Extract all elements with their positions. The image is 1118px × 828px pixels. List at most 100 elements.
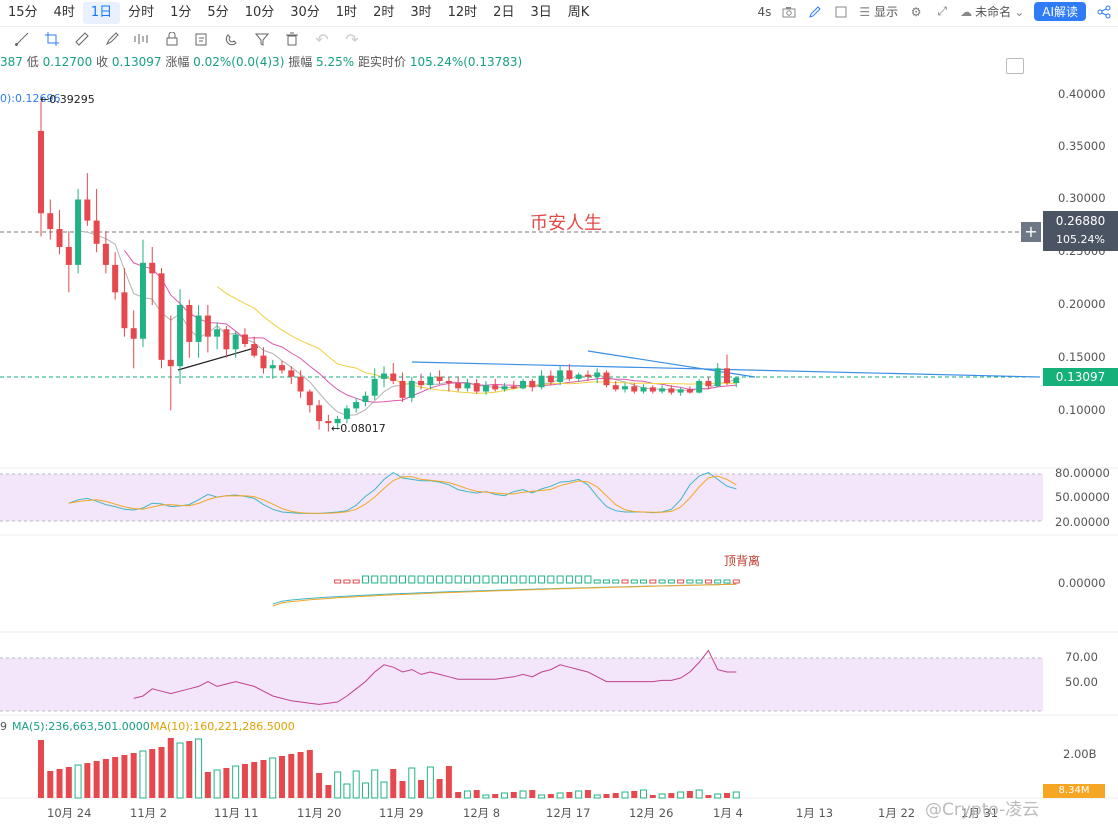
timeframe-7[interactable]: 30分	[290, 5, 320, 20]
timeframe-2[interactable]: 1日	[82, 2, 121, 24]
ruler-icon[interactable]	[74, 31, 90, 47]
crop-tool-icon[interactable]	[44, 31, 60, 47]
candle-body	[334, 418, 341, 424]
low-value: 0.08017	[340, 422, 386, 435]
watermark-text: 币安人生	[530, 213, 602, 234]
volume-bar	[269, 757, 277, 799]
timeframe-1[interactable]: 4时	[53, 5, 75, 20]
volume-bar	[584, 790, 591, 798]
macd-histogram-bar	[371, 575, 379, 584]
candle-body	[696, 380, 703, 393]
macd-histogram-bar	[658, 579, 666, 584]
date-axis-label: 1月 13	[796, 806, 834, 820]
volume-bar	[519, 790, 527, 799]
pattern-tool-icon[interactable]	[134, 31, 150, 47]
macd-histogram-bar	[538, 575, 546, 584]
timeframe-13[interactable]: 3日	[530, 5, 552, 20]
ai-analysis-button[interactable]: AI解读	[1034, 2, 1086, 21]
magnet-icon[interactable]	[224, 31, 240, 47]
candle-body	[47, 213, 54, 230]
last-price-tag: 0.13097	[1043, 368, 1118, 386]
timeframe-toolbar: 15分 4时 1日 分时 1分 5分 10分 30分 1时 2时 3时 12时 2日 3日 周K	[0, 0, 1118, 27]
timeframe-14[interactable]: 周K	[567, 5, 590, 20]
candle-body	[631, 386, 638, 392]
candle-body	[640, 387, 647, 392]
macd-histogram-bar	[565, 575, 573, 584]
close-value: 0.13097	[111, 55, 162, 69]
volume-bar	[390, 769, 397, 798]
candle-body	[612, 385, 619, 390]
macd-histogram-bar	[408, 575, 416, 584]
volume-bar	[93, 761, 100, 798]
volume-bar	[418, 780, 425, 798]
settings-icon[interactable]: ⚙	[910, 4, 922, 19]
macd-histogram-bar	[454, 575, 462, 584]
macd-histogram-bar	[584, 575, 592, 584]
volume-bar	[371, 769, 379, 799]
macd-histogram-bar	[436, 575, 444, 584]
candle-body	[75, 199, 82, 265]
volume-bar	[204, 772, 211, 798]
candle-body	[723, 368, 730, 384]
macd-histogram-bar	[417, 575, 425, 584]
candle-body	[102, 243, 109, 265]
timeframe-11[interactable]: 12时	[447, 5, 478, 20]
distance-value: 105.24%(0.13783)	[409, 55, 523, 69]
timeframe-12[interactable]: 2日	[493, 5, 515, 20]
timeframe-4[interactable]: 1分	[170, 5, 192, 20]
volume-bar	[593, 794, 601, 799]
timeframe-8[interactable]: 1时	[335, 5, 358, 20]
timeframe-5[interactable]: 5分	[207, 5, 229, 20]
layout-menu[interactable]: ☁ 未命名 ⌄	[960, 3, 1024, 20]
volume-bar	[65, 767, 72, 798]
edit-note-icon[interactable]	[194, 31, 210, 47]
redo-icon[interactable]: ↷	[345, 29, 359, 49]
layout-name: 未命名	[975, 5, 1012, 19]
trash-icon[interactable]	[284, 31, 300, 47]
macd-histogram-bar	[677, 579, 685, 584]
refresh-interval[interactable]: 4s	[757, 4, 772, 19]
volume-bar	[232, 765, 240, 799]
volume-bar	[306, 750, 313, 798]
macd-histogram-bar	[714, 579, 722, 584]
candle-body	[510, 386, 517, 389]
crosshair-price-tag: 0.26880 105.24%	[1043, 211, 1118, 251]
volume-bar	[436, 779, 443, 798]
timeframe-9[interactable]: 2时	[373, 5, 395, 20]
candle-body	[56, 229, 63, 247]
fullscreen-icon[interactable]: ⤢	[937, 4, 947, 18]
volume-bar	[612, 793, 619, 798]
date-axis-label: 11月 11	[214, 806, 259, 820]
brush-icon[interactable]	[104, 31, 120, 47]
volume-bar	[121, 755, 128, 798]
volume-bar	[732, 791, 740, 799]
filter-icon[interactable]	[254, 31, 270, 47]
pen-icon[interactable]	[807, 4, 823, 20]
timeframe-6[interactable]: 10分	[244, 5, 275, 20]
volume-bar	[473, 790, 480, 798]
volume-bar	[556, 792, 564, 799]
volume-bar	[130, 753, 137, 798]
timeframe-3[interactable]: 分时	[128, 5, 155, 20]
timeframe-0[interactable]: 15分	[8, 5, 38, 20]
candle-body	[436, 376, 443, 381]
trendline-tool-icon[interactable]	[14, 31, 30, 47]
candle-body	[492, 385, 499, 390]
timeframe-10[interactable]: 3时	[410, 5, 432, 20]
undo-layout-icon[interactable]	[833, 4, 849, 20]
add-alert-button[interactable]: +	[1021, 222, 1041, 242]
lock-icon[interactable]	[164, 31, 180, 47]
share-icon[interactable]	[1096, 4, 1112, 20]
rsi-band	[0, 658, 1043, 711]
camera-icon[interactable]	[781, 4, 797, 20]
drawing-toolbar: ↶ ↷	[0, 27, 1118, 51]
candle-body	[705, 380, 712, 387]
volume-bar	[195, 738, 203, 799]
volume-tag: 8.34M	[1043, 784, 1105, 798]
display-menu[interactable]: ☰ 显示	[859, 3, 898, 20]
undo-icon[interactable]: ↶	[315, 29, 329, 49]
expand-chart-icon[interactable]	[1006, 58, 1024, 74]
volume-bar	[241, 764, 248, 798]
candle-body	[473, 383, 480, 392]
